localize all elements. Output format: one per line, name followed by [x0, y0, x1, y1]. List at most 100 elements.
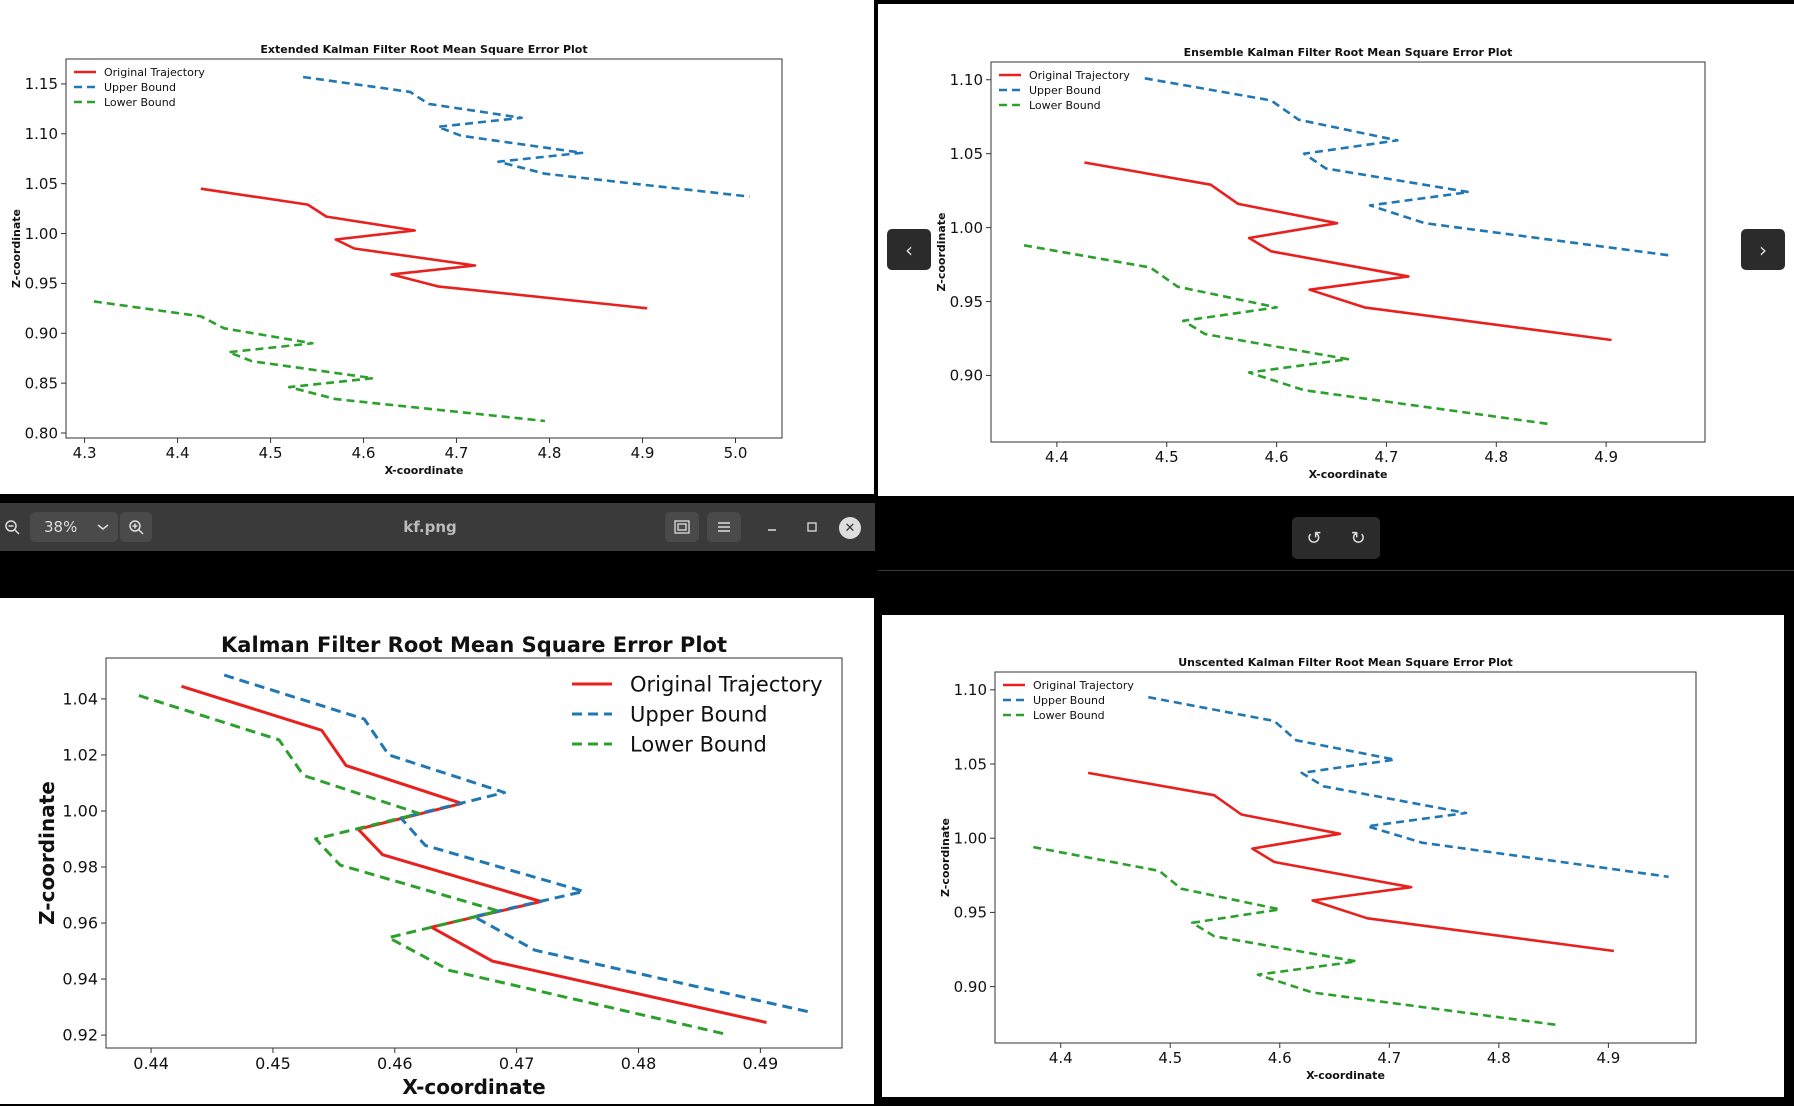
x-tick-label: 4.6	[1268, 1049, 1292, 1067]
minimize-button[interactable]	[762, 512, 782, 542]
rotate-right-icon: ↻	[1350, 527, 1366, 549]
x-axis-label: X-coordinate	[1306, 1069, 1385, 1082]
y-axis-label: Z-coordinate	[35, 781, 59, 925]
main-menu-button[interactable]	[707, 512, 741, 542]
y-tick-label: 0.96	[62, 914, 98, 933]
x-tick-label: 0.48	[621, 1054, 657, 1073]
zoom-in-button[interactable]	[120, 512, 152, 542]
fit-window-icon	[674, 520, 690, 534]
y-tick-label: 0.95	[954, 904, 987, 922]
y-tick-label: 0.95	[25, 275, 58, 293]
chart-title: Unscented Kalman Filter Root Mean Square…	[1178, 656, 1513, 669]
zoom-level-dropdown[interactable]: 38%	[30, 512, 118, 542]
y-tick-label: 0.94	[62, 970, 98, 989]
x-tick-label: 4.5	[259, 444, 283, 462]
legend-entry: Upper Bound	[104, 81, 176, 94]
x-tick-label: 4.7	[1377, 1049, 1401, 1067]
y-tick-label: 1.00	[62, 802, 98, 821]
x-tick-label: 4.8	[1484, 448, 1508, 466]
x-tick-label: 4.5	[1158, 1049, 1182, 1067]
x-axis-label: X-coordinate	[385, 464, 464, 477]
y-tick-label: 0.90	[954, 978, 987, 996]
ukf-chart: Unscented Kalman Filter Root Mean Square…	[939, 656, 1697, 1082]
series-line-lower-bound	[1033, 845, 1560, 1027]
x-tick-label: 4.4	[166, 444, 190, 462]
series-line-original-trajectory	[200, 187, 648, 310]
legend-entry: Lower Bound	[630, 732, 767, 756]
image-viewer-headerbar: 38% kf.png ✕	[0, 503, 875, 551]
y-tick-label: 1.10	[954, 681, 987, 699]
x-tick-label: 4.3	[73, 444, 97, 462]
y-tick-label: 1.00	[25, 225, 58, 243]
rotation-controls: ↺ ↻	[1292, 517, 1380, 559]
y-tick-label: 1.00	[950, 219, 983, 237]
x-tick-label: 0.46	[377, 1054, 413, 1073]
legend-entry: Original Trajectory	[104, 66, 205, 79]
series-line-original-trajectory	[1084, 161, 1612, 342]
kf-plot-window: Kalman Filter Root Mean Square Error Plo…	[0, 598, 874, 1104]
x-tick-label: 0.45	[255, 1054, 291, 1073]
legend-entry: Original Trajectory	[1029, 69, 1130, 82]
y-tick-label: 1.04	[62, 690, 98, 709]
x-tick-label: 0.44	[133, 1054, 169, 1073]
close-button[interactable]: ✕	[839, 517, 861, 539]
y-tick-label: 1.15	[25, 75, 58, 93]
zoom-out-button[interactable]	[0, 512, 24, 542]
legend-entry: Lower Bound	[104, 96, 176, 109]
fit-window-button[interactable]	[665, 512, 699, 542]
series-line-lower-bound	[93, 300, 546, 423]
file-name-title: kf.png	[403, 518, 457, 536]
y-tick-label: 0.98	[62, 858, 98, 877]
legend-entry: Lower Bound	[1033, 709, 1105, 722]
hamburger-menu-icon	[718, 522, 730, 532]
x-axis-label: X-coordinate	[1309, 468, 1388, 481]
rotate-right-button[interactable]: ↻	[1336, 517, 1380, 559]
enkf-plot-window: Ensemble Kalman Filter Root Mean Square …	[878, 4, 1794, 496]
y-tick-label: 1.02	[62, 746, 98, 765]
series-line-upper-bound	[223, 673, 810, 1014]
series-line-upper-bound	[1144, 77, 1673, 257]
y-axis-label: Z-coordinate	[10, 209, 23, 288]
zoom-out-icon	[5, 520, 20, 535]
y-tick-label: 0.92	[62, 1026, 98, 1045]
x-tick-label: 0.47	[499, 1054, 535, 1073]
x-tick-label: 0.49	[743, 1054, 779, 1073]
plot-area-frame	[994, 671, 1697, 1044]
series-line-upper-bound	[302, 75, 750, 198]
series-line-lower-bound	[138, 694, 725, 1036]
x-tick-label: 4.6	[1265, 448, 1289, 466]
chevron-right-icon: ›	[1759, 237, 1767, 262]
chevron-down-icon	[97, 524, 109, 530]
y-tick-label: 1.05	[25, 175, 58, 193]
x-tick-label: 4.4	[1049, 1049, 1073, 1067]
plot-area-frame	[65, 58, 783, 439]
x-tick-label: 4.9	[1594, 448, 1618, 466]
ekf-plot-window: Extended Kalman Filter Root Mean Square …	[0, 0, 874, 494]
y-tick-label: 0.90	[950, 367, 983, 385]
legend-entry: Original Trajectory	[630, 672, 823, 696]
maximize-icon	[807, 522, 817, 532]
legend-entry: Upper Bound	[1029, 84, 1101, 97]
x-tick-label: 4.6	[352, 444, 376, 462]
y-tick-label: 1.00	[954, 829, 987, 847]
previous-image-button[interactable]: ‹	[887, 229, 931, 270]
x-tick-label: 4.5	[1155, 448, 1179, 466]
y-tick-label: 1.10	[25, 125, 58, 143]
x-tick-label: 4.8	[1487, 1049, 1511, 1067]
y-tick-label: 0.90	[25, 325, 58, 343]
x-axis-label: X-coordinate	[402, 1075, 545, 1099]
ukf-plot-window: Unscented Kalman Filter Root Mean Square…	[882, 615, 1784, 1097]
x-tick-label: 4.7	[445, 444, 469, 462]
legend-entry: Lower Bound	[1029, 99, 1101, 112]
x-tick-label: 4.7	[1375, 448, 1399, 466]
y-tick-label: 0.80	[25, 424, 58, 442]
x-tick-label: 4.4	[1045, 448, 1069, 466]
rotate-left-icon: ↺	[1306, 527, 1322, 549]
rotate-left-button[interactable]: ↺	[1292, 517, 1336, 559]
next-image-button[interactable]: ›	[1741, 229, 1785, 270]
zoom-in-icon	[129, 520, 144, 535]
maximize-button[interactable]	[802, 512, 822, 542]
chevron-left-icon: ‹	[905, 237, 913, 262]
y-tick-label: 1.05	[954, 755, 987, 773]
plot-area-frame	[990, 61, 1706, 443]
